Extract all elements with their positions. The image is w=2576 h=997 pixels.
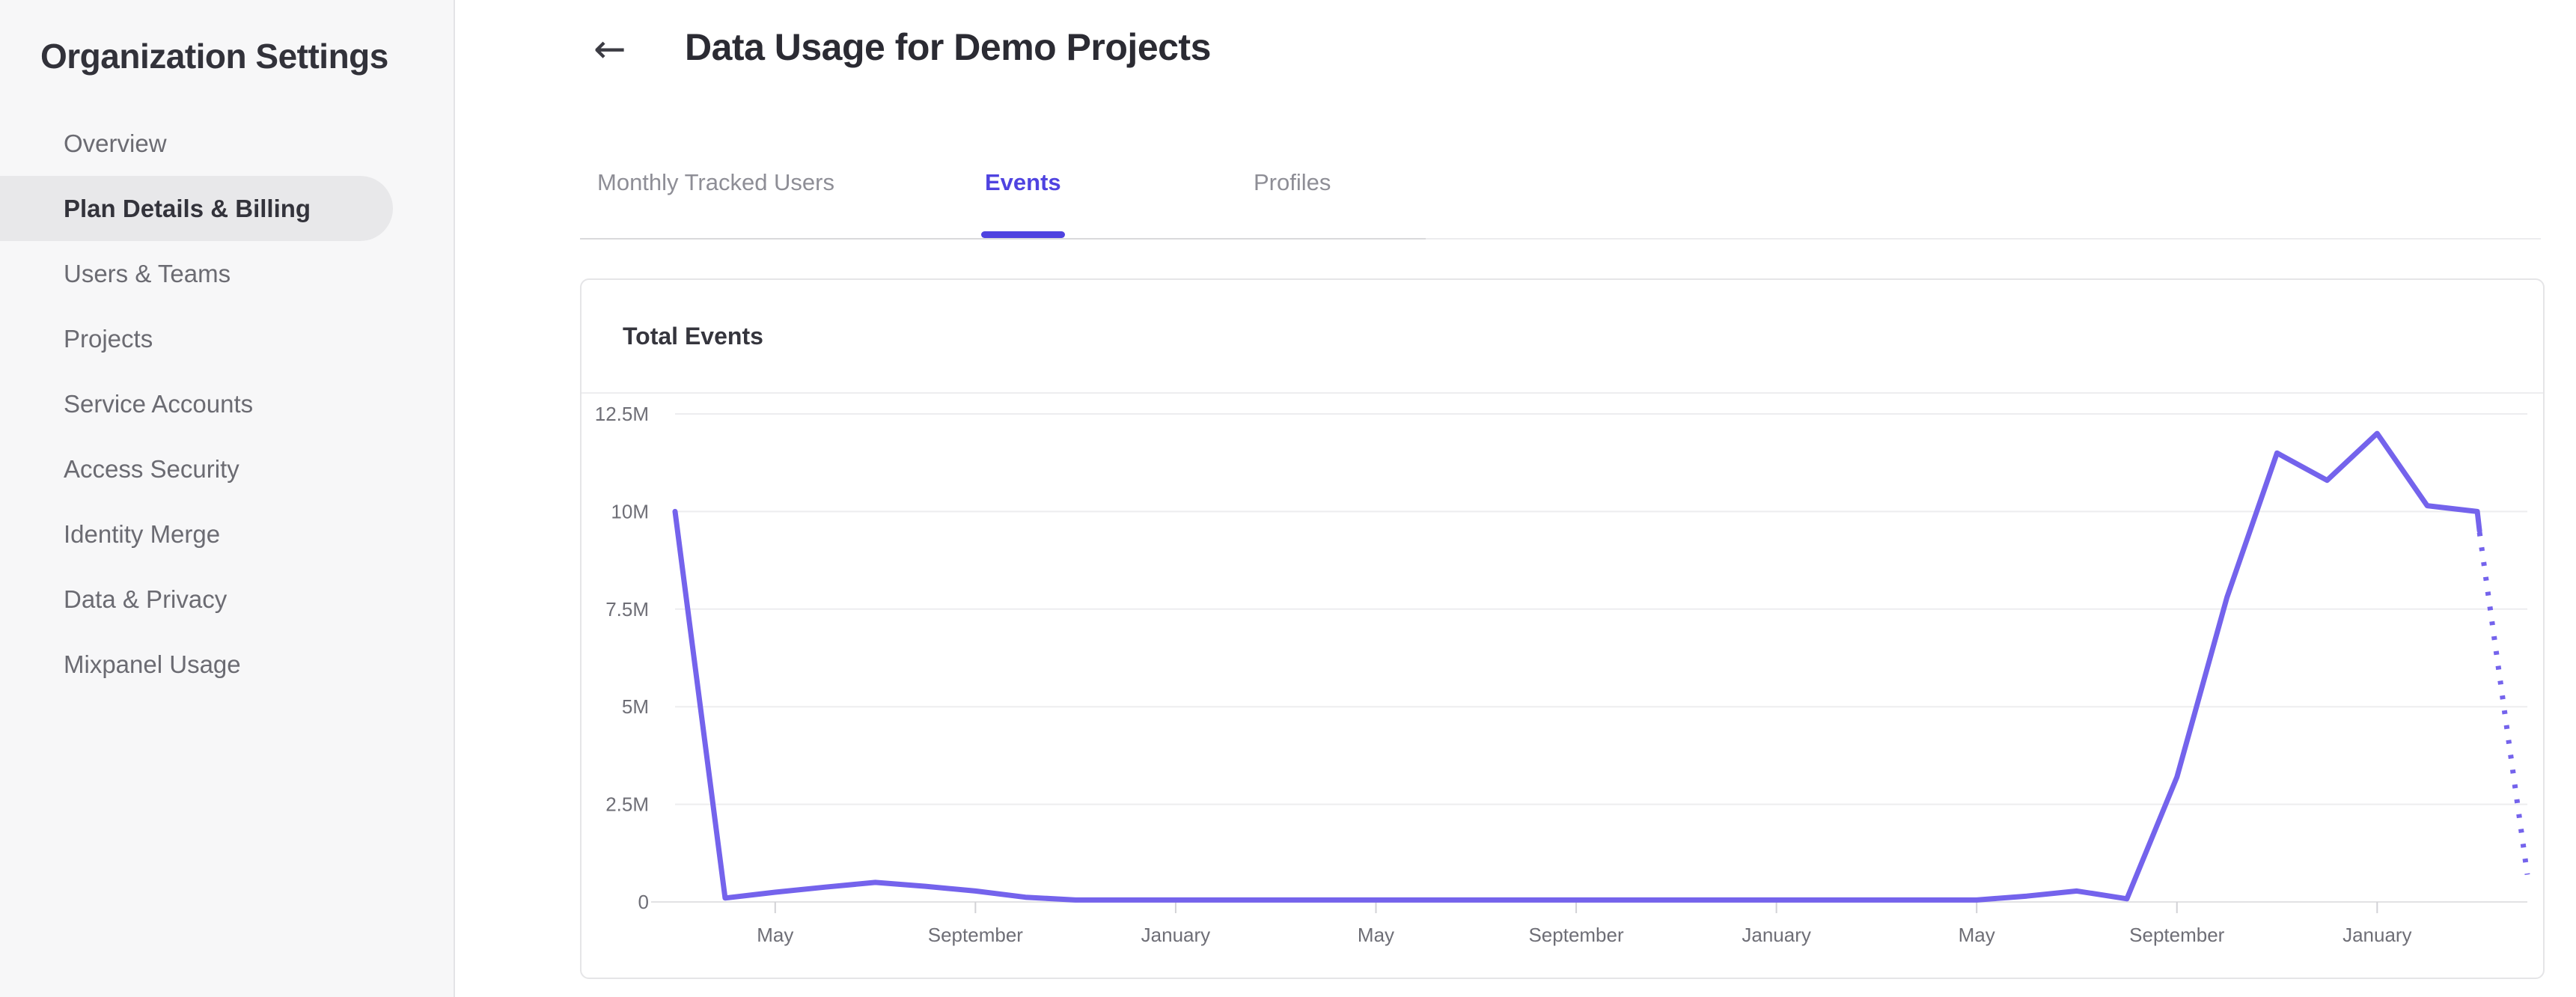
sidebar-item-access-security[interactable]: Access Security	[64, 454, 239, 483]
sidebar-item-mixpanel-usage[interactable]: Mixpanel Usage	[64, 650, 241, 678]
svg-text:10M: 10M	[611, 500, 649, 522]
page-title: Data Usage for Demo Projects	[685, 26, 1211, 68]
sidebar-nav: Overview Plan Details & Billing Users & …	[0, 111, 454, 697]
svg-text:January: January	[1742, 924, 1811, 946]
card-header: Total Events	[582, 280, 2543, 394]
tab-monthly-tracked-users[interactable]: Monthly Tracked Users	[597, 169, 834, 195]
sidebar-item-projects[interactable]: Projects	[64, 324, 153, 353]
tab-profiles[interactable]: Profiles	[1254, 169, 1331, 195]
svg-text:12.5M: 12.5M	[595, 403, 649, 425]
sidebar-item-overview[interactable]: Overview	[64, 129, 167, 157]
chart-area: 12.5M 10M 7.5M 5M 2.5M 0 May September January Ma…	[582, 395, 2543, 978]
svg-text:0: 0	[638, 891, 649, 913]
sidebar-item-users-teams[interactable]: Users & Teams	[64, 259, 231, 287]
svg-text:5M: 5M	[622, 695, 649, 718]
svg-text:January: January	[2342, 924, 2412, 946]
chart-title: Total Events	[623, 322, 763, 350]
chart-axis-labels: 12.5M 10M 7.5M 5M 2.5M 0 May September January Ma…	[595, 403, 2412, 946]
svg-text:May: May	[1959, 924, 1995, 946]
sidebar-item-identity-merge[interactable]: Identity Merge	[64, 519, 221, 548]
usage-tabs: Monthly Tracked Users Events Profiles	[580, 142, 2541, 240]
tab-events[interactable]: Events	[985, 169, 1061, 195]
main-content: ← Data Usage for Demo Projects Monthly T…	[457, 0, 2576, 997]
total-events-line-chart[interactable]: 12.5M 10M 7.5M 5M 2.5M 0 May September January Ma…	[582, 395, 2543, 978]
svg-text:7.5M: 7.5M	[605, 598, 649, 621]
svg-text:2.5M: 2.5M	[605, 793, 649, 816]
svg-text:January: January	[1141, 924, 1211, 946]
svg-text:September: September	[928, 924, 1024, 946]
svg-text:September: September	[1528, 924, 1624, 946]
sidebar-item-plan-details-billing[interactable]: Plan Details & Billing	[0, 176, 393, 241]
svg-text:May: May	[757, 924, 793, 946]
chart-series-line	[672, 430, 2530, 903]
svg-text:September: September	[2129, 924, 2225, 946]
sidebar-title: Organization Settings	[40, 37, 388, 76]
active-tab-underline	[981, 231, 1065, 238]
back-arrow-icon[interactable]: ←	[593, 27, 626, 72]
svg-text:May: May	[1358, 924, 1394, 946]
total-events-card: Total Events 12.5M 10M 7.5M 5M 2.5M 0 May Septe…	[580, 278, 2545, 979]
chart-gridlines	[651, 413, 2527, 913]
sidebar-item-service-accounts[interactable]: Service Accounts	[64, 389, 254, 418]
sidebar-item-data-privacy[interactable]: Data & Privacy	[64, 585, 228, 613]
organization-settings-sidebar: Organization Settings Overview Plan Deta…	[0, 0, 455, 997]
